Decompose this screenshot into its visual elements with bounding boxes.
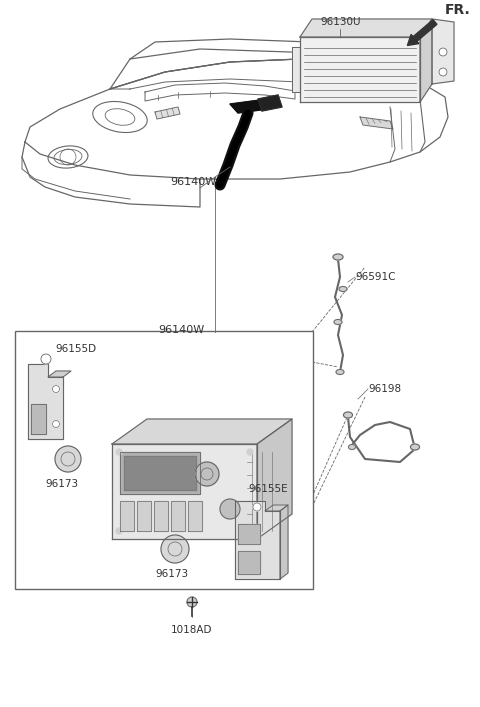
Polygon shape	[188, 501, 202, 531]
Circle shape	[161, 535, 189, 563]
Circle shape	[247, 528, 253, 534]
Polygon shape	[31, 404, 46, 434]
Text: 96173: 96173	[155, 569, 188, 579]
Text: 96130U: 96130U	[320, 17, 360, 27]
Bar	[15, 331, 313, 589]
Polygon shape	[155, 107, 180, 119]
Polygon shape	[124, 456, 196, 490]
Polygon shape	[154, 501, 168, 531]
Circle shape	[253, 503, 261, 511]
Polygon shape	[300, 19, 432, 37]
Circle shape	[247, 449, 253, 455]
Circle shape	[439, 48, 447, 56]
Ellipse shape	[410, 444, 420, 450]
Polygon shape	[265, 505, 288, 511]
Ellipse shape	[348, 445, 356, 450]
Polygon shape	[257, 419, 292, 539]
Ellipse shape	[334, 320, 342, 325]
Polygon shape	[238, 524, 260, 544]
Polygon shape	[171, 501, 185, 531]
Circle shape	[220, 499, 240, 519]
Polygon shape	[432, 19, 454, 84]
Text: 96173: 96173	[45, 479, 78, 489]
Ellipse shape	[333, 254, 343, 260]
Text: 96198: 96198	[368, 384, 401, 394]
Polygon shape	[292, 47, 300, 92]
Polygon shape	[280, 505, 288, 579]
Polygon shape	[230, 100, 268, 113]
Circle shape	[55, 446, 81, 472]
Circle shape	[187, 597, 197, 607]
Circle shape	[52, 385, 60, 392]
FancyArrow shape	[408, 20, 437, 45]
Polygon shape	[112, 444, 257, 539]
Polygon shape	[137, 501, 151, 531]
Text: 96591C: 96591C	[355, 272, 396, 282]
Ellipse shape	[344, 412, 352, 418]
Polygon shape	[235, 501, 280, 579]
Text: 96155D: 96155D	[55, 344, 96, 354]
Polygon shape	[360, 117, 393, 129]
Polygon shape	[112, 419, 292, 444]
Circle shape	[41, 354, 51, 364]
Circle shape	[439, 68, 447, 76]
Text: 96140W: 96140W	[170, 177, 216, 187]
Polygon shape	[28, 364, 63, 439]
Ellipse shape	[339, 286, 347, 291]
Text: FR.: FR.	[445, 3, 471, 17]
Circle shape	[195, 462, 219, 486]
Polygon shape	[258, 95, 282, 111]
Text: 96140W: 96140W	[158, 325, 204, 335]
Circle shape	[116, 449, 122, 455]
Polygon shape	[48, 371, 71, 377]
Circle shape	[116, 528, 122, 534]
Polygon shape	[300, 37, 420, 102]
Polygon shape	[420, 19, 432, 102]
Polygon shape	[120, 452, 200, 494]
Text: 1018AD: 1018AD	[171, 625, 213, 635]
Polygon shape	[120, 501, 134, 531]
Ellipse shape	[336, 370, 344, 375]
Circle shape	[52, 421, 60, 428]
Polygon shape	[238, 551, 260, 574]
Text: 96155E: 96155E	[248, 484, 288, 494]
